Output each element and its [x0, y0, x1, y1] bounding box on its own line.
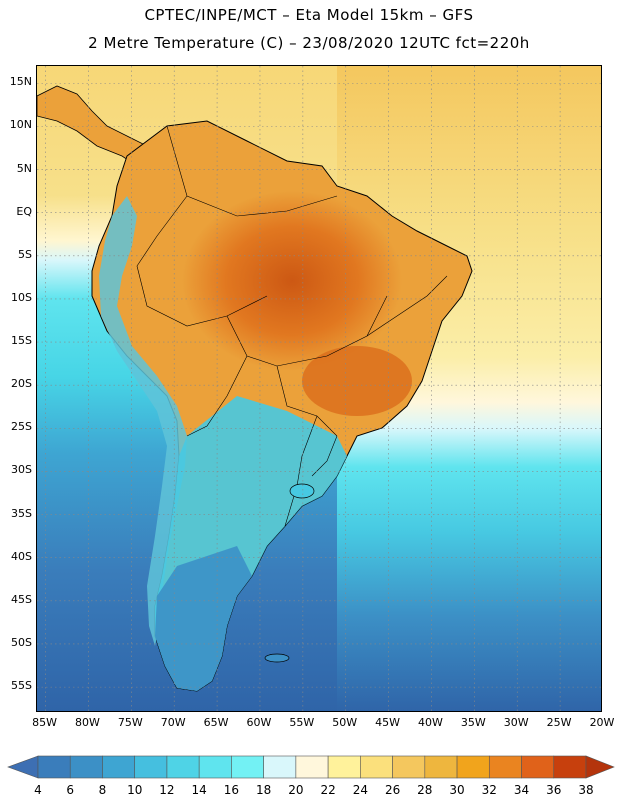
latitude-label: 15S: [11, 334, 32, 348]
map-panel: [36, 65, 602, 712]
longitude-label: 50W: [332, 716, 358, 729]
longitude-label: 55W: [289, 716, 315, 729]
colorbar-tick-label: 28: [417, 783, 433, 797]
latitude-label: 25S: [11, 420, 32, 434]
longitude-label: 75W: [117, 716, 143, 729]
colorbar-tick-label: 22: [320, 783, 336, 797]
colorbar: [7, 755, 615, 779]
colorbar-tick-label: 18: [256, 783, 272, 797]
latitude-label: EQ: [16, 204, 32, 218]
country-borders: [136, 125, 448, 527]
longitude-label: 65W: [203, 716, 229, 729]
colorbar-cell: [553, 755, 587, 779]
colorbar-tick-label: 20: [288, 783, 304, 797]
latitude-label: 10N: [9, 118, 32, 132]
andes-cool-strip: [99, 196, 187, 646]
colorbar-tick-label: 8: [98, 783, 107, 797]
colorbar-tick-label: 6: [66, 783, 75, 797]
colorbar-tick-label: 32: [481, 783, 497, 797]
longitude-label: 45W: [375, 716, 401, 729]
colorbar-tick-label: 30: [449, 783, 465, 797]
colorbar-max-arrow: [585, 755, 615, 779]
patagonia-cold: [155, 546, 252, 691]
colorbar-cell: [263, 755, 297, 779]
colorbar-tick-label: 36: [546, 783, 562, 797]
colorbar-tick-label: 4: [34, 783, 42, 797]
falkland-islands: [264, 653, 290, 663]
colorbar-tick-label: 14: [191, 783, 207, 797]
longitude-label: 70W: [160, 716, 186, 729]
colorbar-cell: [360, 755, 393, 779]
latitude-label: 5N: [16, 161, 32, 175]
latitude-label: 50S: [11, 635, 32, 649]
hot-region-southeast: [302, 346, 412, 416]
colorbar-tick-label: 38: [578, 783, 594, 797]
colorbar-tick-label: 26: [384, 783, 401, 797]
longitude-label: 60W: [246, 716, 272, 729]
colorbar-cell: [521, 755, 555, 779]
hot-region-amazon: [182, 191, 402, 371]
colorbar-tick-label: 24: [352, 783, 368, 797]
colorbar-tick-label: 16: [223, 783, 240, 797]
colorbar-cell: [198, 755, 232, 779]
longitude-label: 25W: [546, 716, 572, 729]
colorbar-tick-label: 12: [159, 783, 175, 797]
colorbar-cell: [102, 755, 136, 779]
title-line-1: CPTEC/INPE/MCT – Eta Model 15km – GFS: [144, 6, 474, 24]
colorbar-cell: [134, 755, 168, 779]
latitude-label: 15N: [9, 75, 32, 89]
latitude-label: 45S: [11, 592, 32, 606]
colorbar-cell: [231, 755, 264, 779]
colorbar-cell: [295, 755, 329, 779]
latitude-label: 55S: [11, 679, 32, 693]
colorbar-min-arrow: [7, 755, 39, 779]
colorbar-cell: [456, 755, 490, 779]
colorbar-tick-label: 34: [513, 783, 530, 797]
title-line-2: 2 Metre Temperature (C) – 23/08/2020 12U…: [88, 34, 530, 52]
longitude-label: 85W: [32, 716, 57, 729]
colorbar-cell: [424, 755, 458, 779]
latitude-label: 35S: [11, 506, 32, 520]
colorbar-cell: [166, 755, 200, 779]
longitude-label: 80W: [75, 716, 100, 729]
latitude-label: 5S: [18, 247, 32, 261]
latitude-label: 10S: [11, 290, 32, 304]
colorbar-cell: [488, 755, 522, 779]
lagoon: [289, 483, 315, 499]
colorbar-cell: [327, 755, 361, 779]
longitude-label: 30W: [503, 716, 529, 729]
latitude-label: 30S: [11, 463, 32, 477]
colorbar-tick-label: 10: [127, 783, 143, 797]
latitude-label: 40S: [11, 549, 32, 563]
colorbar-cell: [69, 755, 103, 779]
colorbar-cell: [37, 755, 71, 779]
longitude-label: 20W: [589, 716, 615, 729]
temperature-map: [37, 66, 601, 711]
longitude-label: 35W: [460, 716, 486, 729]
latitude-label: 20S: [11, 377, 32, 391]
colorbar-cell: [392, 755, 426, 779]
longitude-label: 40W: [418, 716, 443, 729]
